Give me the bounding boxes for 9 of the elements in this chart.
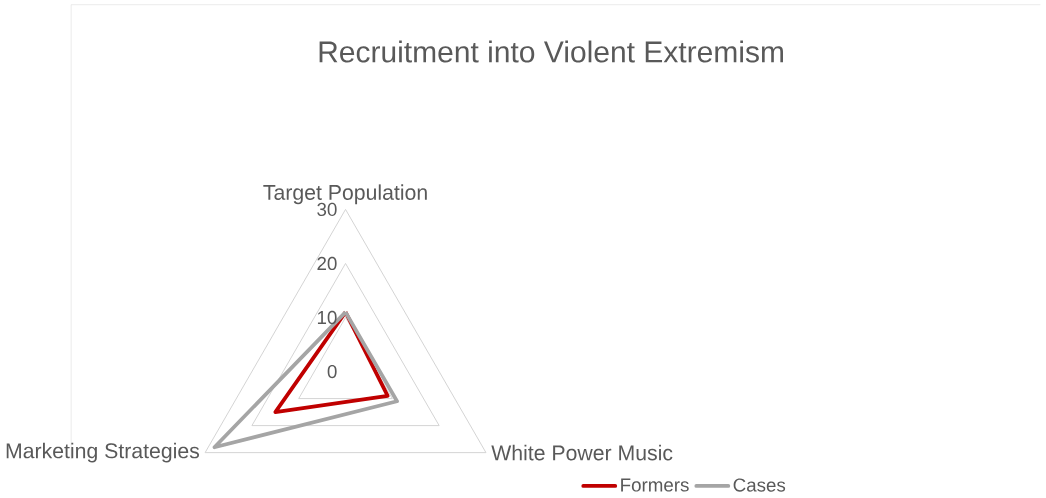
spoke-label: Marketing Strategies <box>6 442 200 463</box>
chart-title: Recruitment into Violent Extremism <box>319 40 783 63</box>
legend-label: Cases <box>733 478 786 492</box>
legend-label: Formers <box>621 478 689 492</box>
y-tick-label: 0 <box>327 364 337 378</box>
spoke-label: White Power Music <box>491 444 673 461</box>
y-tick-label: 10 <box>317 310 337 324</box>
y-tick-label: 20 <box>317 256 337 270</box>
spoke-label: Target Population <box>263 184 427 204</box>
